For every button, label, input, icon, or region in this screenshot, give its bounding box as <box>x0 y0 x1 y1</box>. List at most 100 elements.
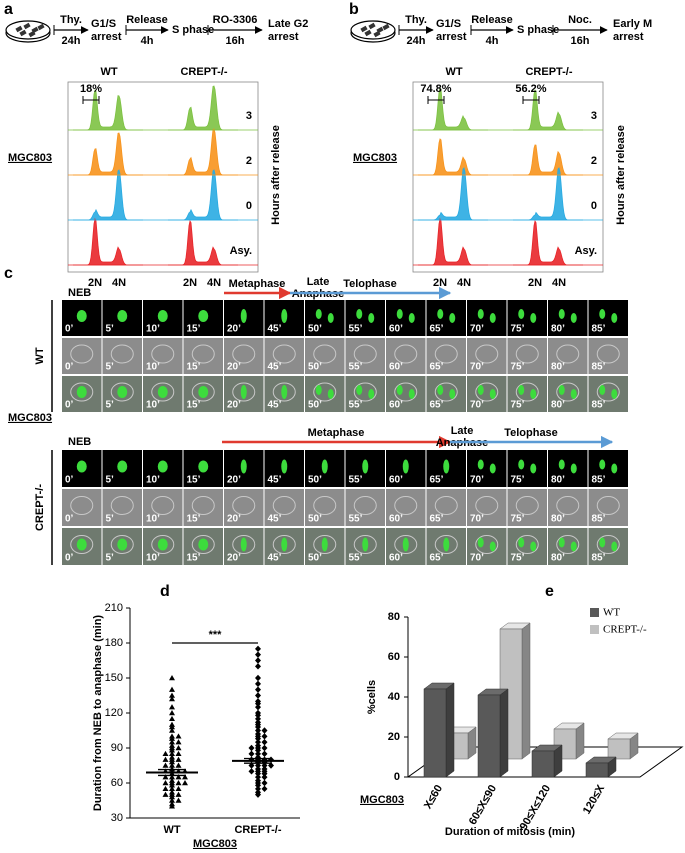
histogram <box>73 169 143 221</box>
flow-step: Thy. <box>405 14 427 26</box>
time-label: 70’ <box>470 362 484 373</box>
time-label: 85’ <box>592 553 606 564</box>
data-point <box>261 727 268 734</box>
data-point <box>182 780 188 786</box>
phase-label: Metaphase <box>229 278 286 290</box>
micrograph <box>102 489 142 526</box>
data-point <box>255 657 261 664</box>
chromatin <box>198 460 209 473</box>
cell-outline <box>313 535 337 554</box>
cell-outline <box>110 382 134 402</box>
cell-outline <box>515 382 539 402</box>
time-label: 10’ <box>146 324 160 335</box>
flow-step: Noc. <box>568 14 592 26</box>
time-label: 5’ <box>106 475 115 486</box>
cell-outline <box>515 344 539 364</box>
time-label: 85’ <box>592 324 606 335</box>
chromatin <box>76 538 87 551</box>
micrograph <box>588 489 628 526</box>
cell-outline <box>475 344 499 364</box>
cell-outline <box>232 535 256 554</box>
time-label: 45’ <box>268 400 282 411</box>
chromatin <box>362 459 369 474</box>
time-label: 45’ <box>268 362 282 373</box>
data-point <box>268 756 274 763</box>
chromatin <box>599 459 606 470</box>
cell-icon <box>368 22 376 30</box>
data-point <box>175 733 182 739</box>
cell-outline <box>394 535 418 554</box>
time-label: 15’ <box>187 514 201 525</box>
histogram <box>513 144 583 176</box>
dish-icon <box>5 20 51 40</box>
flow-time: 16h <box>571 35 590 47</box>
time-label: 20’ <box>227 514 241 525</box>
micrograph <box>305 338 345 374</box>
micrograph <box>62 489 102 526</box>
flow-step: Release <box>126 14 168 26</box>
time-label: 85’ <box>592 362 606 373</box>
cell-outline <box>434 382 458 402</box>
phase-label: NEB <box>68 436 91 448</box>
histogram <box>418 167 488 221</box>
data-point <box>261 779 268 787</box>
micrograph <box>345 300 385 336</box>
micrograph <box>588 338 628 374</box>
data-point <box>261 744 268 752</box>
chromatin <box>321 459 328 474</box>
cell-icon <box>382 23 390 31</box>
data-point <box>255 645 261 653</box>
chromatin <box>611 463 618 474</box>
chromatin <box>530 313 537 323</box>
flow-time: 24h <box>407 35 426 47</box>
cell-icon <box>23 22 31 30</box>
chromatin <box>117 538 128 551</box>
cell-outline <box>151 344 175 364</box>
micrograph <box>426 300 466 336</box>
data-point <box>255 782 261 789</box>
y-tick-label: 80 <box>388 611 400 623</box>
legend-label: CREPT-/- <box>603 624 647 636</box>
chromatin <box>558 309 565 319</box>
bar <box>585 762 609 778</box>
chromatin <box>489 313 496 323</box>
data-point <box>169 710 175 716</box>
data-point <box>255 735 261 742</box>
data-point <box>255 727 261 734</box>
micrograph <box>467 528 507 565</box>
cell-icon <box>364 29 372 37</box>
chromatin <box>117 386 128 398</box>
y-tick-label: 210 <box>105 602 123 614</box>
cell-outline <box>313 382 337 402</box>
chromatin <box>240 385 247 399</box>
micrograph <box>507 489 547 526</box>
flow-state: Late G2 <box>268 18 308 30</box>
histogram-frame <box>67 81 259 273</box>
time-label: 0’ <box>65 362 74 373</box>
cell-outline <box>70 382 94 402</box>
cell-outline <box>434 535 458 554</box>
data-point <box>255 770 261 777</box>
cell-outline <box>353 382 377 402</box>
time-label: 65’ <box>430 553 444 564</box>
ploidy-label: 4N <box>457 277 471 289</box>
data-point <box>175 745 182 751</box>
cell-outline <box>556 496 580 515</box>
time-label: 45’ <box>268 553 282 564</box>
time-label: 80’ <box>551 400 565 411</box>
phase-label: Metaphase <box>308 427 365 439</box>
data-point <box>169 759 175 765</box>
chromatin <box>449 389 456 399</box>
time-label: 75’ <box>511 400 525 411</box>
time-label: 15’ <box>187 553 201 564</box>
chromatin <box>315 385 322 395</box>
chromatin <box>408 389 415 399</box>
data-point <box>248 768 255 775</box>
time-label: 70’ <box>470 324 484 335</box>
micrograph <box>426 338 466 374</box>
time-label: 50’ <box>308 400 322 411</box>
time-label: 15’ <box>187 324 201 335</box>
chromatin <box>437 309 444 319</box>
micrograph <box>386 376 426 412</box>
data-point <box>255 750 261 758</box>
